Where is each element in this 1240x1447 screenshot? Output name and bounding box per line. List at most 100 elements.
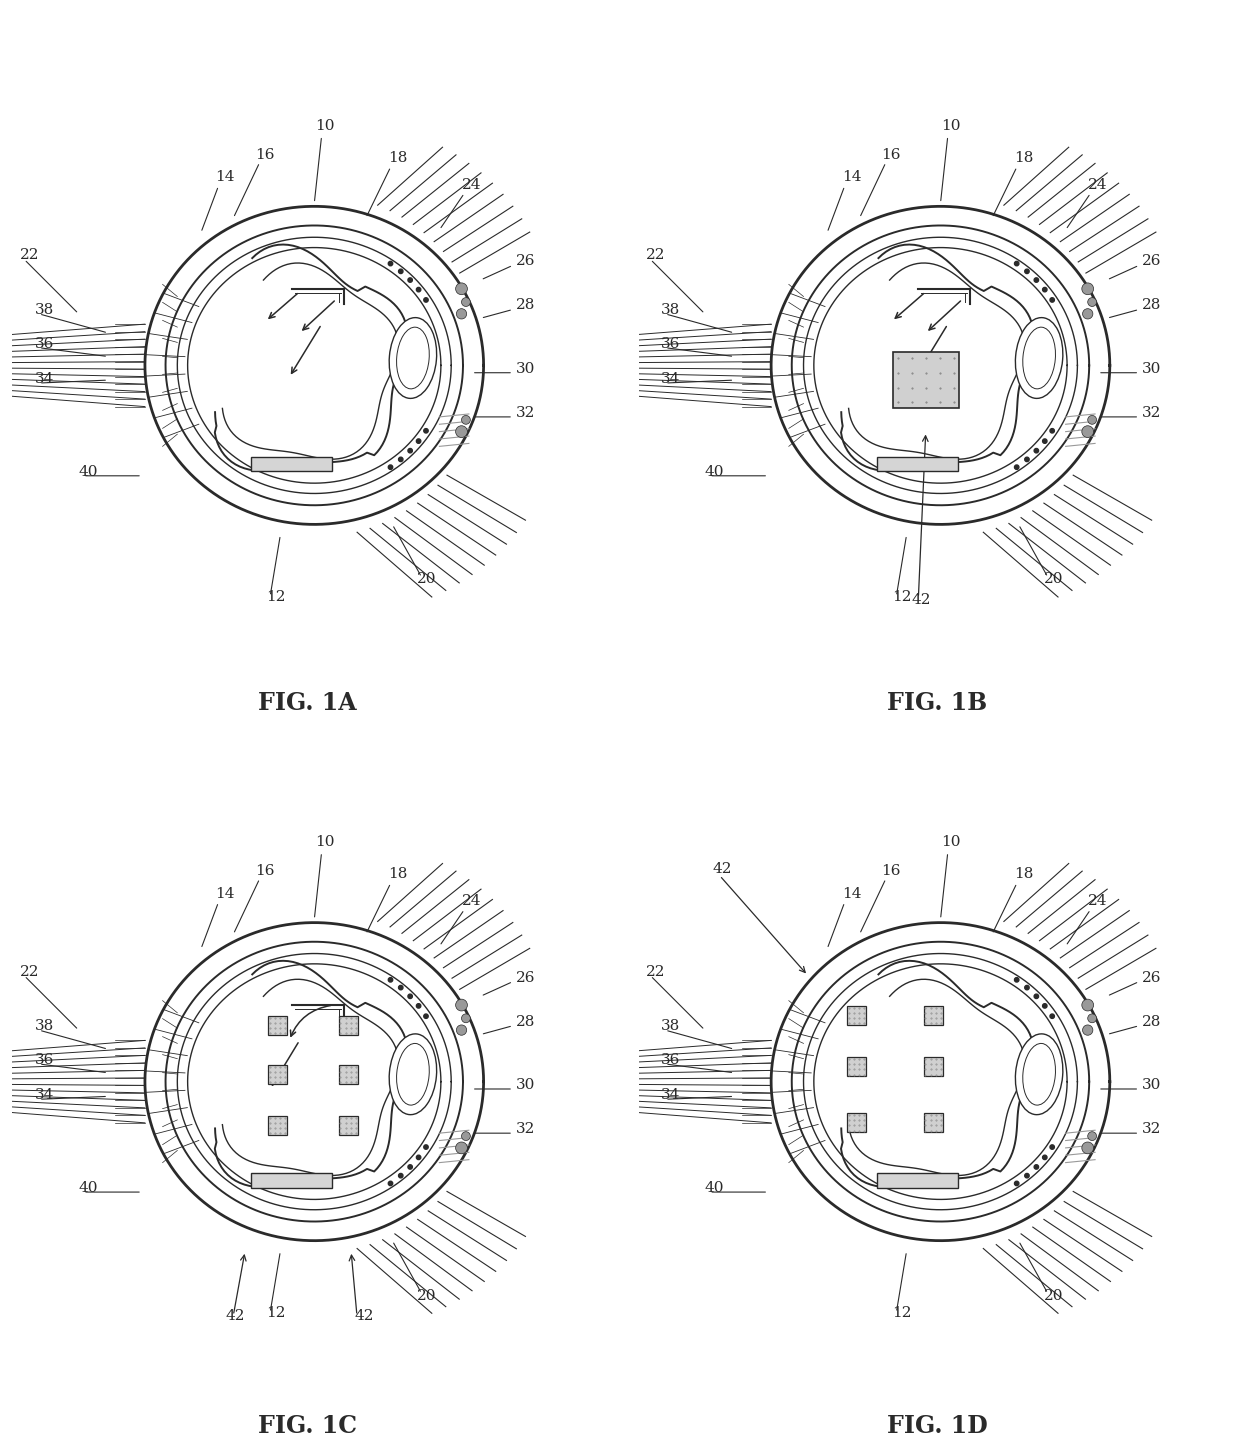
Bar — [339, 1016, 357, 1035]
Bar — [877, 457, 959, 472]
Text: 26: 26 — [1142, 255, 1162, 268]
Text: 38: 38 — [661, 302, 680, 317]
Bar — [339, 1065, 357, 1084]
Circle shape — [1081, 425, 1094, 437]
Text: 28: 28 — [516, 1014, 536, 1029]
Bar — [893, 352, 959, 408]
Text: 34: 34 — [35, 1088, 53, 1103]
Circle shape — [1087, 1014, 1096, 1023]
Circle shape — [456, 308, 466, 318]
Text: 22: 22 — [646, 249, 666, 262]
Text: 18: 18 — [1014, 867, 1033, 881]
Circle shape — [1034, 278, 1039, 282]
Text: FIG. 1A: FIG. 1A — [258, 690, 357, 715]
Bar — [924, 1113, 942, 1133]
Ellipse shape — [389, 317, 436, 398]
Circle shape — [408, 449, 413, 453]
Circle shape — [408, 1165, 413, 1169]
Circle shape — [1014, 262, 1019, 266]
Text: 32: 32 — [516, 407, 536, 420]
Circle shape — [455, 1000, 467, 1011]
Circle shape — [456, 1024, 466, 1035]
Text: 34: 34 — [35, 372, 53, 386]
Circle shape — [1081, 284, 1094, 295]
Circle shape — [424, 428, 428, 433]
Circle shape — [424, 298, 428, 302]
Circle shape — [461, 415, 470, 424]
Text: 20: 20 — [418, 1289, 436, 1302]
Circle shape — [398, 985, 403, 990]
Text: 12: 12 — [265, 590, 285, 603]
Text: 14: 14 — [216, 887, 236, 900]
Circle shape — [461, 1014, 470, 1023]
Bar — [268, 1016, 286, 1035]
Circle shape — [455, 1142, 467, 1153]
Bar — [924, 1006, 942, 1024]
Text: 32: 32 — [1142, 1123, 1162, 1136]
Text: 24: 24 — [1087, 894, 1107, 907]
Text: 32: 32 — [516, 1123, 536, 1136]
Circle shape — [1087, 298, 1096, 307]
Text: 32: 32 — [1142, 407, 1162, 420]
Bar — [877, 1174, 959, 1188]
Bar — [847, 1113, 866, 1133]
Text: 42: 42 — [712, 861, 732, 875]
Text: 22: 22 — [20, 965, 40, 978]
Circle shape — [1043, 288, 1047, 292]
Text: 16: 16 — [882, 864, 901, 878]
Text: 10: 10 — [315, 119, 335, 133]
Text: 40: 40 — [704, 464, 724, 479]
Text: 24: 24 — [461, 178, 481, 191]
Text: 36: 36 — [35, 1053, 53, 1066]
Circle shape — [398, 1174, 403, 1178]
Text: 26: 26 — [1142, 971, 1162, 984]
Circle shape — [1087, 415, 1096, 424]
Circle shape — [408, 278, 413, 282]
Text: 24: 24 — [1087, 178, 1107, 191]
Bar — [847, 1006, 866, 1024]
Text: 28: 28 — [1142, 1014, 1162, 1029]
Text: 38: 38 — [35, 1019, 53, 1033]
Circle shape — [461, 298, 470, 307]
Text: 34: 34 — [661, 1088, 680, 1103]
Circle shape — [1050, 298, 1054, 302]
Circle shape — [1043, 1155, 1047, 1159]
Text: 10: 10 — [941, 835, 961, 849]
Text: 10: 10 — [941, 119, 961, 133]
Circle shape — [417, 1155, 420, 1159]
Text: 16: 16 — [882, 148, 901, 162]
Circle shape — [1050, 1145, 1054, 1149]
Bar — [847, 1058, 866, 1077]
Text: 40: 40 — [78, 1181, 98, 1195]
Text: 36: 36 — [661, 337, 680, 350]
Circle shape — [1083, 1024, 1092, 1035]
Circle shape — [1034, 449, 1039, 453]
Text: 36: 36 — [661, 1053, 680, 1066]
Ellipse shape — [1023, 327, 1055, 389]
Text: 14: 14 — [842, 887, 862, 900]
Text: FIG. 1D: FIG. 1D — [887, 1414, 988, 1438]
Text: 28: 28 — [516, 298, 536, 313]
Text: 30: 30 — [1142, 1078, 1162, 1092]
Circle shape — [417, 1004, 420, 1009]
Text: 12: 12 — [265, 1307, 285, 1320]
Text: 26: 26 — [516, 255, 536, 268]
Circle shape — [388, 978, 393, 983]
Text: 18: 18 — [388, 867, 407, 881]
Text: 20: 20 — [1044, 573, 1063, 586]
Circle shape — [1034, 1165, 1039, 1169]
Circle shape — [424, 1014, 428, 1019]
Text: 20: 20 — [1044, 1289, 1063, 1302]
Text: 42: 42 — [355, 1310, 373, 1323]
Circle shape — [1024, 1174, 1029, 1178]
Bar — [250, 457, 332, 472]
Circle shape — [398, 457, 403, 462]
Text: 20: 20 — [418, 573, 436, 586]
Circle shape — [398, 269, 403, 273]
Text: 30: 30 — [1142, 362, 1162, 376]
Circle shape — [1043, 1004, 1047, 1009]
Circle shape — [1081, 1142, 1094, 1153]
Text: 16: 16 — [255, 148, 275, 162]
Text: 42: 42 — [226, 1310, 246, 1323]
Text: 10: 10 — [315, 835, 335, 849]
